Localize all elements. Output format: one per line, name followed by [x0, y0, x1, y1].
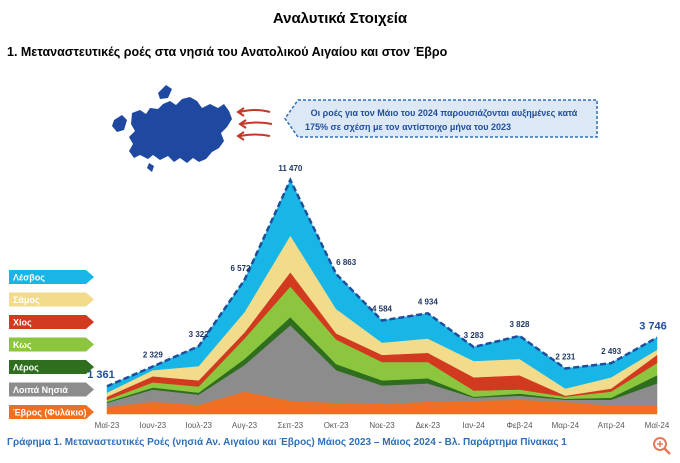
total-label-0: 1 361 [87, 369, 115, 381]
legend-label-5: Λοιπά Νησιά [13, 385, 68, 395]
callout-box: Οι ροές για τον Μάιο του 2024 παρουσιάζο… [284, 99, 598, 138]
x-tick-9: Φεβ-24 [506, 421, 533, 430]
total-label-4: 11 470 [278, 164, 303, 173]
legend-swatch-6 [9, 405, 94, 419]
total-label-10: 2 231 [555, 352, 576, 361]
total-label-5: 6 863 [336, 258, 357, 267]
x-tick-6: Νοε-23 [369, 421, 395, 430]
x-tick-7: Δεκ-23 [416, 421, 441, 430]
legend-label-6: Έβρος (Φυλάκιο) [13, 408, 86, 418]
callout-text-line2: 175% σε σχέση με τον αντίστοιχο μήνα του… [305, 122, 511, 132]
x-tick-11: Απρ-24 [598, 421, 626, 430]
page-title: Αναλυτικά Στοιχεία [272, 10, 408, 27]
total-dashed-line [106, 177, 658, 388]
legend-label-4: Λέρος [13, 363, 39, 373]
legend-swatch-3 [9, 337, 94, 352]
legend-swatch-0 [9, 270, 94, 284]
total-value-labels: 1 361 2 329 3 322 6 572 11 470 6 863 4 584 4 93… [87, 164, 667, 381]
legend-swatch-2 [9, 315, 94, 329]
arrows-icon [236, 107, 273, 141]
total-label-8: 3 283 [464, 331, 485, 340]
europe-map-icon [112, 85, 232, 172]
x-tick-0: Μαϊ-23 [95, 421, 120, 430]
legend-label-1: Σάμος [13, 295, 40, 305]
x-tick-10: Μαρ-24 [552, 421, 580, 430]
total-label-11: 2 493 [601, 347, 622, 356]
legend: Λέσβος Σάμος Χίος Κως Λέρος Λοιπά Νησιά Έβρος … [9, 270, 94, 419]
total-label-7: 4 934 [418, 297, 439, 306]
x-tick-2: Ιουλ-23 [185, 421, 212, 430]
x-axis-ticks: Μαϊ-23 Ιουν-23 Ιουλ-23 Αυγ-23 Σεπ-23 Οκτ-23 Νο… [95, 421, 670, 430]
stacked-areas [106, 179, 658, 415]
legend-swatch-4 [9, 360, 94, 374]
total-label-1: 2 329 [143, 350, 164, 359]
chart-caption: Γράφημα 1. Μεταναστευτικές Ροές (νησιά Α… [7, 437, 567, 448]
section-heading: 1. Μεταναστευτικές ροές στα νησιά του Αν… [7, 45, 448, 59]
legend-swatch-1 [9, 292, 94, 307]
total-label-6: 4 584 [372, 304, 393, 313]
x-tick-8: Ιαν-24 [462, 421, 485, 430]
x-tick-1: Ιουν-23 [140, 421, 167, 430]
total-label-2: 3 322 [189, 330, 210, 339]
legend-label-0: Λέσβος [13, 273, 45, 283]
x-tick-3: Αυγ-23 [232, 421, 258, 430]
legend-label-2: Χίος [13, 318, 32, 328]
x-tick-12: Μαϊ-24 [645, 421, 670, 430]
x-tick-4: Σεπ-23 [278, 421, 304, 430]
x-tick-5: Οκτ-23 [324, 421, 349, 430]
legend-label-3: Κως [13, 340, 32, 350]
total-line [106, 177, 658, 388]
zoom-icon[interactable] [650, 434, 674, 458]
total-label-3: 6 572 [230, 264, 251, 273]
total-label-9: 3 828 [509, 320, 530, 329]
legend-swatch-5 [9, 382, 94, 397]
callout-text-line1: Οι ροές για τον Μάιο του 2024 παρουσιάζο… [311, 108, 578, 118]
total-label-12: 3 746 [639, 321, 667, 333]
